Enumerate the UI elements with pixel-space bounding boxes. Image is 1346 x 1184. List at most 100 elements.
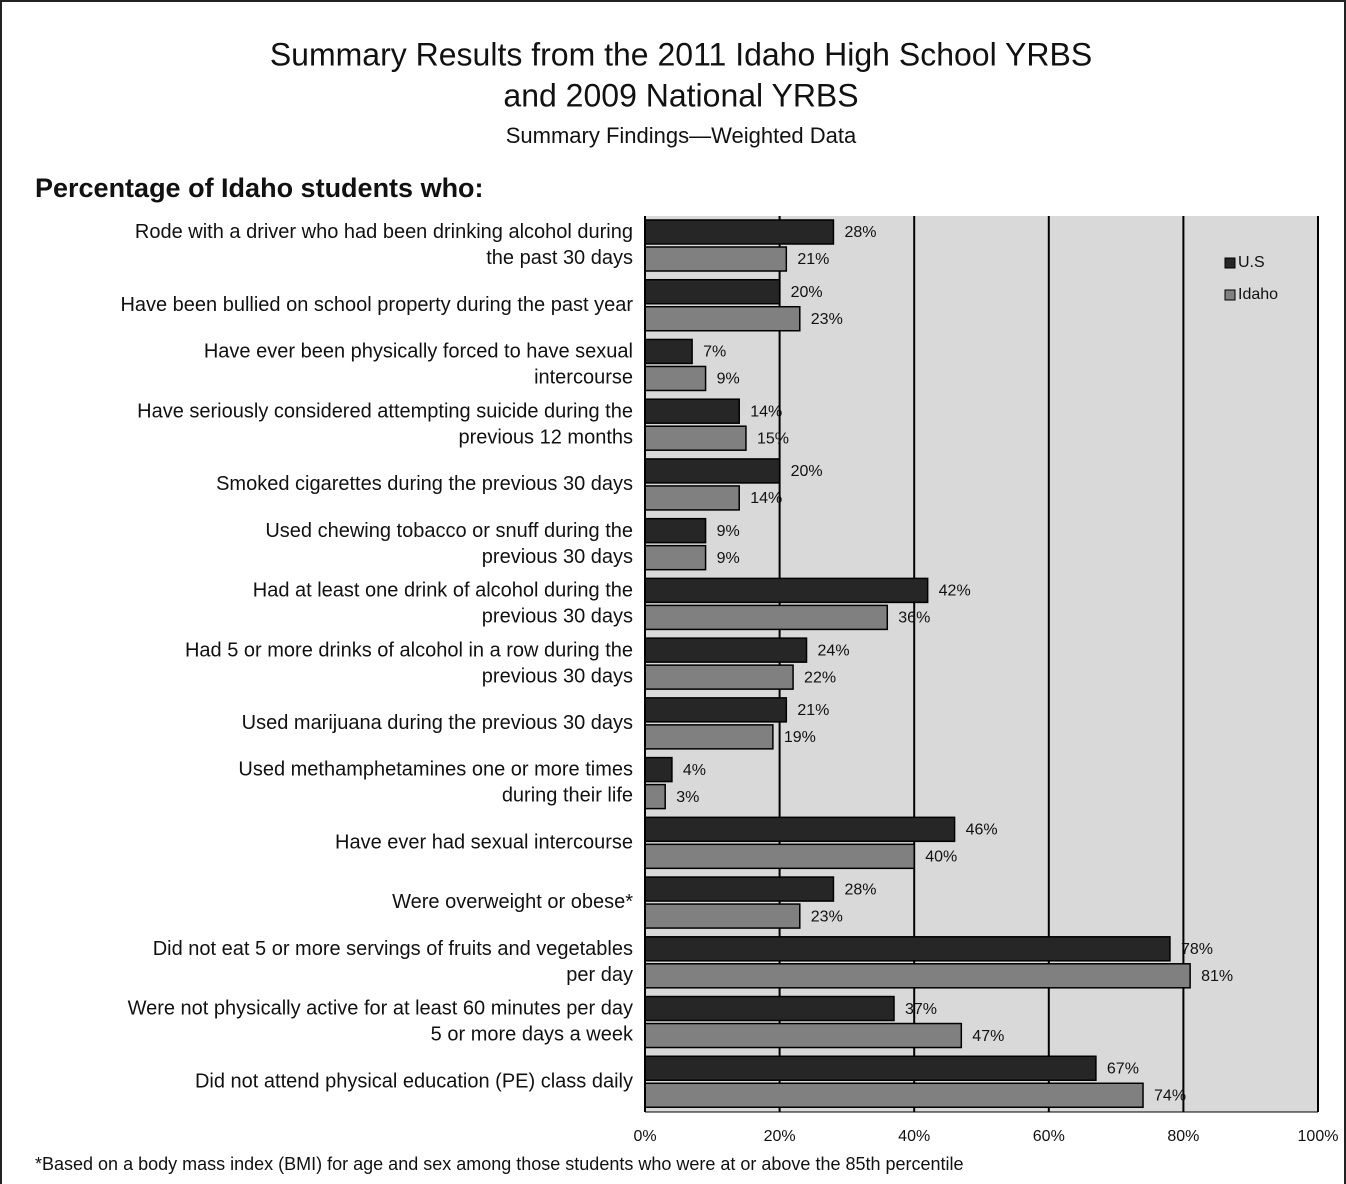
category-label: Have seriously considered attempting sui… [137,400,633,422]
x-tick-label: 20% [764,1128,796,1145]
bar [644,876,835,902]
bar [644,903,801,929]
bar [644,783,666,810]
value-label: 81% [1201,968,1233,985]
category-label: Smoked cigarettes during the previous 30… [216,473,633,495]
category-label: 5 or more days a week [431,1024,634,1046]
category-label: previous 12 months [458,426,633,448]
bar [644,485,740,511]
bar [644,338,693,365]
bar [644,1055,1097,1082]
chart-title: Summary Results from the 2011 Idaho High… [270,36,1092,72]
value-label: 37% [905,1001,937,1018]
bar [644,697,788,723]
bar [644,724,774,750]
bar [644,637,808,663]
value-label: 47% [972,1028,1004,1045]
value-label: 42% [939,583,971,600]
bar [644,246,788,272]
category-label: Did not eat 5 or more servings of fruits… [153,938,633,960]
bar [644,278,781,305]
bar [644,577,929,604]
bar [644,219,835,245]
bar [644,816,956,843]
category-label: Have ever been physically forced to have… [204,341,633,363]
bar [644,365,707,392]
value-label: 21% [797,702,829,719]
category-label: the past 30 days [486,247,633,269]
value-label: 21% [797,251,829,268]
category-label: previous 30 days [482,546,633,568]
value-label: 78% [1181,941,1213,958]
chart-title-2: and 2009 National YRBS [503,77,858,113]
category-label: Used marijuana during the previous 30 da… [242,712,633,734]
bar [644,963,1191,989]
category-label: Have ever had sexual intercourse [335,831,633,853]
legend-label: Idaho [1238,286,1278,303]
category-label: Rode with a driver who had been drinking… [135,221,633,243]
value-label: 3% [676,789,699,806]
bar [644,995,895,1022]
bar [644,756,673,783]
bar [644,517,707,544]
plot-background [645,216,1318,1112]
value-label: 23% [811,908,843,925]
bar [644,604,889,631]
value-label: 74% [1154,1087,1186,1104]
x-tick-label: 0% [633,1128,656,1145]
value-label: 9% [717,523,740,540]
value-label: 14% [750,403,782,420]
bar [644,664,794,690]
value-label: 40% [925,849,957,866]
value-label: 23% [811,311,843,328]
bar [644,458,781,484]
value-label: 15% [757,430,789,447]
legend-swatch [1224,257,1236,269]
bar [644,1022,963,1049]
value-label: 46% [966,822,998,839]
value-label: 19% [784,729,816,746]
bar [644,544,707,571]
legend-swatch [1224,289,1236,301]
category-label: per day [566,964,633,986]
value-label: 14% [750,490,782,507]
bar [644,398,740,424]
category-label: Were not physically active for at least … [128,998,633,1020]
category-label: Have been bullied on school property dur… [120,294,633,316]
value-label: 28% [844,224,876,241]
value-label: 9% [717,371,740,388]
category-label: previous 30 days [482,606,633,628]
bar [644,1082,1144,1109]
category-label: Did not attend physical education (PE) c… [195,1070,633,1092]
value-label: 22% [804,669,836,686]
value-label: 20% [791,463,823,480]
value-label: 9% [717,550,740,567]
category-label: Had 5 or more drinks of alcohol in a row… [185,639,633,661]
category-label: previous 30 days [482,665,633,687]
value-label: 36% [898,610,930,627]
chart-subtitle: Summary Findings—Weighted Data [506,123,857,148]
category-label: Were overweight or obese* [392,891,633,913]
category-label: intercourse [534,367,633,389]
category-label: during their life [502,785,633,807]
value-label: 28% [844,881,876,898]
bar [644,305,801,332]
value-label: 4% [683,762,706,779]
heading: Percentage of Idaho students who: [35,173,484,203]
category-label: Used chewing tobacco or snuff during the [265,520,633,542]
bar [644,425,747,451]
value-label: 24% [818,642,850,659]
bar [644,936,1171,962]
x-tick-label: 100% [1298,1128,1339,1145]
footnote: *Based on a body mass index (BMI) for ag… [35,1154,964,1174]
category-label: Used methamphetamines one or more times [238,759,633,781]
x-tick-label: 40% [898,1128,930,1145]
bar [644,843,915,870]
value-label: 20% [791,284,823,301]
category-label: Had at least one drink of alcohol during… [253,580,633,602]
legend-label: U.S [1238,254,1265,271]
value-label: 7% [703,344,726,361]
